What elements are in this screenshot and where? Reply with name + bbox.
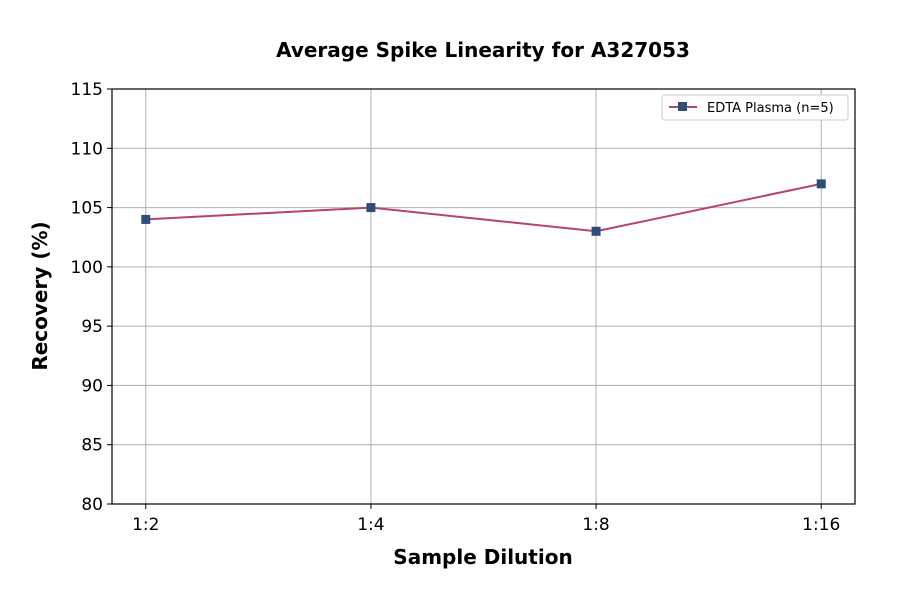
data-point-marker <box>816 179 826 189</box>
x-tick-label: 1:8 <box>582 515 609 535</box>
x-tick-label: 1:2 <box>132 515 159 535</box>
legend-label: EDTA Plasma (n=5) <box>707 101 834 116</box>
legend-box <box>661 94 849 121</box>
y-tick-label: 80 <box>81 495 103 515</box>
grid <box>112 88 855 505</box>
data-point-marker <box>591 226 601 236</box>
y-tick-label: 110 <box>71 139 103 159</box>
y-tick-label: 105 <box>71 199 103 219</box>
x-axis-label: Sample Dilution <box>393 545 572 569</box>
series-line-segment <box>370 206 597 233</box>
series-line-segment <box>595 182 822 233</box>
y-axis-label: Recovery (%) <box>28 221 52 370</box>
series-line-segment <box>145 206 371 221</box>
y-tick-label: 95 <box>81 317 103 337</box>
ticks: 80 85 90 95 100 105 110 115 1:2 1:4 1:8 1:16 <box>71 80 841 535</box>
y-tick-label: 90 <box>81 376 103 396</box>
legend: EDTA Plasma (n=5) <box>661 94 849 121</box>
data-point-marker <box>366 203 376 213</box>
data-point-marker <box>141 214 151 224</box>
legend-marker-icon <box>678 102 687 111</box>
x-tick-label: 1:4 <box>357 515 384 535</box>
y-tick-label: 100 <box>71 258 103 278</box>
y-tick-label: 115 <box>71 80 103 100</box>
y-tick-label: 85 <box>81 436 103 456</box>
plot-frame <box>111 88 856 505</box>
x-tick-label: 1:16 <box>802 515 840 535</box>
series <box>141 179 826 236</box>
chart-title: Average Spike Linearity for A327053 <box>276 38 690 62</box>
